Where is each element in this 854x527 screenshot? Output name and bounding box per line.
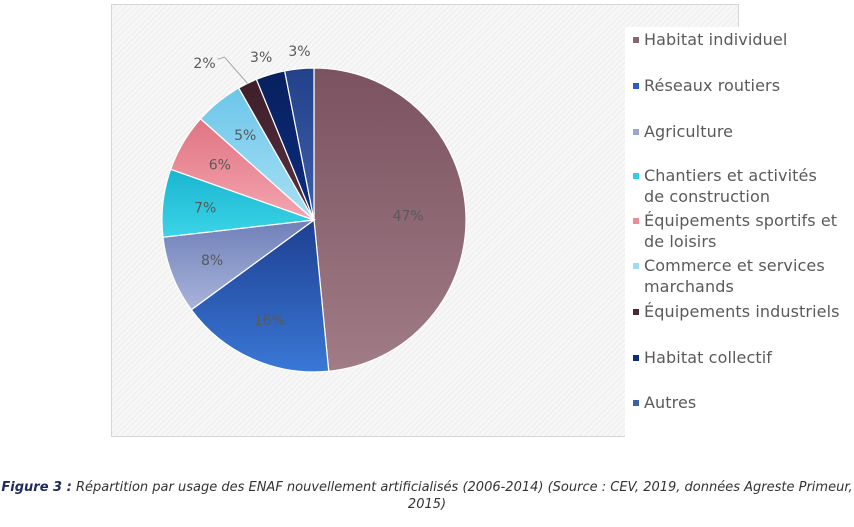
data-label-equipements-industriels: 2% [193, 56, 215, 72]
pie-slice-reseaux-routiers [190, 218, 330, 373]
legend-swatch [633, 218, 639, 224]
pie-slice-autres [283, 67, 315, 221]
legend-label: Réseaux routiers [644, 76, 781, 95]
chart-area: 47% 16% 8% 7% 6% 5% 2% 3% 3% Habitat individuel R… [111, 4, 841, 437]
data-label-commerce-et-services-marchands: 5% [234, 128, 256, 144]
legend-swatch [633, 83, 639, 89]
leader-line-equipements-industriels [217, 56, 248, 84]
legend-label: Commerce et services marchands [644, 256, 825, 296]
legend-swatch [633, 129, 639, 135]
caption-figure-label: Figure 3 : [1, 480, 72, 495]
legend-label: Agriculture [644, 122, 734, 141]
figure-caption: Figure 3 : Répartition par usage des ENA… [0, 479, 854, 513]
legend-swatch [633, 355, 639, 361]
legend-label: Équipements sportifs et de loisirs [644, 211, 838, 251]
legend-swatch [633, 37, 639, 43]
data-label-agriculture: 8% [201, 253, 223, 269]
legend: Habitat individuel Réseaux routiers Agricu… [625, 27, 841, 437]
legend-swatch [633, 309, 639, 315]
legend-swatch [633, 263, 639, 269]
pie-chart: 47% 16% 8% 7% 6%5% 2% 3% 3% [161, 44, 467, 373]
data-label-autres: 3% [288, 44, 310, 60]
legend-label: Habitat individuel [644, 30, 788, 49]
legend-label: Habitat collectif [644, 348, 773, 367]
legend-label: Équipements industriels [644, 302, 840, 321]
legend-swatch [633, 400, 639, 406]
data-label-chantiers-et-activites-de-construction: 7% [194, 201, 216, 217]
legend-swatch [633, 173, 639, 179]
data-label-equipements-sportifs-et-de-loisirs: 6% [209, 157, 231, 173]
pie-slice-habitat-individuel [313, 67, 467, 372]
legend-label: Chantiers et activités de construction [644, 166, 817, 206]
caption-text: Répartition par usage des ENAF nouvellem… [71, 480, 853, 512]
data-label-habitat-collectif: 3% [250, 50, 272, 66]
legend-label: Autres [644, 393, 697, 412]
data-label-reseaux-routiers: 16% [254, 313, 285, 329]
data-label-habitat-individuel: 47% [393, 208, 424, 224]
